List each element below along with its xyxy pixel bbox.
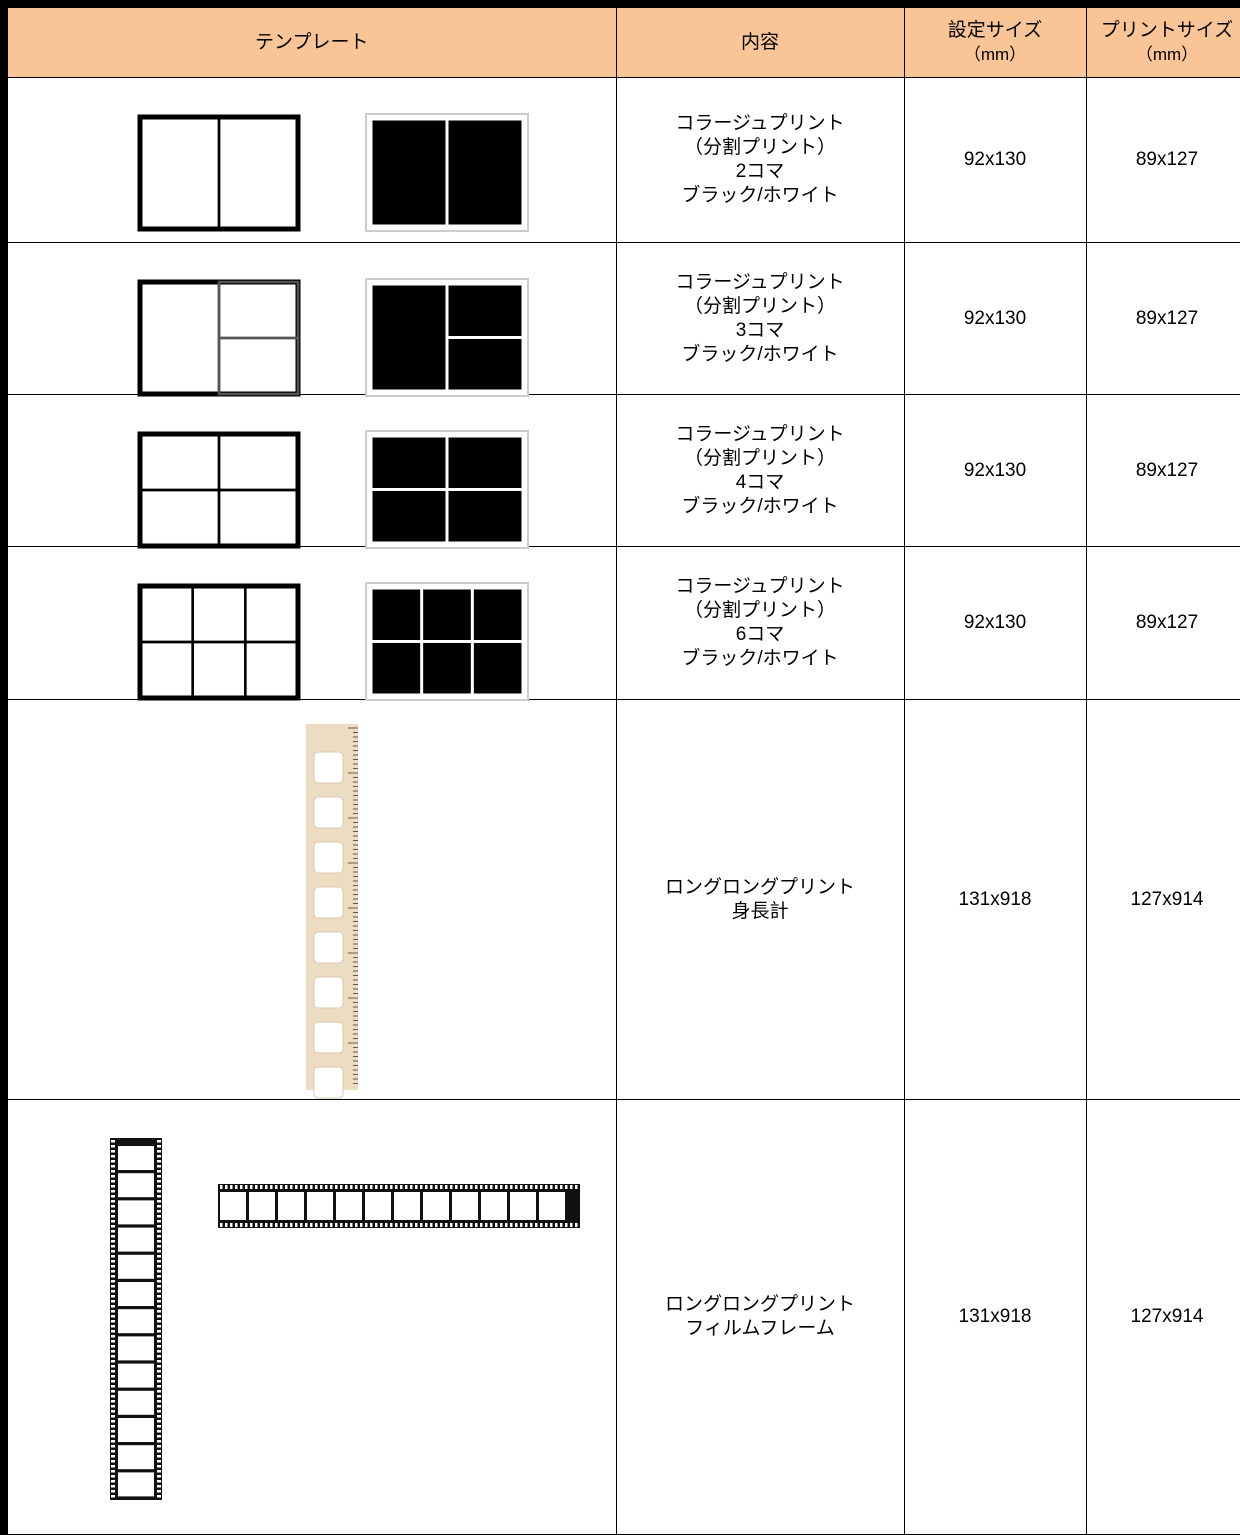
content-line: ブラック/ホワイト bbox=[681, 495, 839, 517]
template-cell bbox=[3, 699, 617, 1100]
header-text: 内容 bbox=[740, 31, 779, 53]
table-row: ロングロングプリント 身長計 131x918 127x914 bbox=[3, 699, 1240, 1100]
header-cell: プリントサイズ （mm） bbox=[1085, 3, 1240, 78]
header-unit: （mm） bbox=[963, 44, 1027, 64]
template-cell bbox=[3, 1099, 617, 1535]
content-cell: ロングロングプリント フィルムフレーム bbox=[615, 1099, 905, 1535]
print-size: 127x914 bbox=[1085, 1099, 1240, 1535]
template-cell bbox=[3, 242, 617, 395]
set-size: 92x130 bbox=[903, 546, 1087, 700]
content-line: フィルムフレーム bbox=[685, 1318, 835, 1339]
template-cell bbox=[3, 394, 617, 547]
table-row: コラージュプリント （分割プリント） 3コマ ブラック/ホワイト 92x130 89x12… bbox=[3, 242, 1240, 395]
content-line: （分割プリント） bbox=[683, 137, 836, 158]
content-line: コラージュプリント bbox=[675, 113, 845, 134]
header-text: 設定サイズ bbox=[947, 19, 1043, 41]
content-line: 身長計 bbox=[731, 900, 789, 922]
set-size: 92x130 bbox=[903, 394, 1087, 547]
content-cell: コラージュプリント （分割プリント） 3コマ ブラック/ホワイト bbox=[615, 242, 905, 395]
table-row: コラージュプリント （分割プリント） 6コマブラック/ホワイト 92x130 89x12… bbox=[3, 546, 1240, 700]
header-unit: （mm） bbox=[1135, 44, 1199, 64]
print-size: 89x127 bbox=[1085, 77, 1240, 243]
table-row: コラージュプリント （分割プリント） 2コマブラック/ホワイト 92x130 89x12… bbox=[3, 77, 1240, 243]
content-line: ブラック/ホワイト bbox=[681, 185, 839, 206]
content-line: 6コマ bbox=[735, 624, 785, 645]
set-size: 92x130 bbox=[903, 242, 1087, 395]
content-line: コラージュプリント bbox=[675, 271, 845, 293]
content-line: コラージュプリント bbox=[675, 423, 845, 445]
content-line: コラージュプリント bbox=[675, 576, 845, 597]
set-size: 131x918 bbox=[903, 1099, 1087, 1535]
content-line: 3コマ bbox=[735, 319, 785, 341]
template-cell bbox=[3, 546, 617, 700]
print-size: 89x127 bbox=[1085, 394, 1240, 547]
print-size: 127x914 bbox=[1085, 699, 1240, 1100]
content-line: ブラック/ホワイト bbox=[681, 648, 839, 669]
content-line: 2コマ bbox=[735, 161, 785, 182]
content-cell: コラージュプリント （分割プリント） 4コマ ブラック/ホワイト bbox=[615, 394, 905, 547]
template-cell bbox=[3, 77, 617, 243]
print-size: 89x127 bbox=[1085, 242, 1240, 395]
content-line: ロングロングプリント bbox=[664, 1294, 855, 1315]
content-line: 4コマ bbox=[735, 471, 785, 493]
header-cell: 設定サイズ （mm） bbox=[903, 3, 1087, 78]
header-row: テンプレート 内容 設定サイズ （mm） プリントサイズ （mm） bbox=[3, 3, 1240, 78]
set-size: 92x130 bbox=[903, 77, 1087, 243]
header-cell: テンプレート bbox=[3, 3, 617, 78]
header-text: テンプレート bbox=[255, 31, 369, 53]
header-cell: 内容 bbox=[615, 3, 905, 78]
table-row: コラージュプリント （分割プリント） 4コマ ブラック/ホワイト 92x130 89x12… bbox=[3, 394, 1240, 547]
content-cell: コラージュプリント （分割プリント） 6コマブラック/ホワイト bbox=[615, 546, 905, 700]
header-text: プリントサイズ bbox=[1100, 19, 1234, 41]
content-line: （分割プリント） bbox=[683, 600, 836, 621]
content-cell: ロングロングプリント 身長計 bbox=[615, 699, 905, 1100]
content-cell: コラージュプリント （分割プリント） 2コマブラック/ホワイト bbox=[615, 77, 905, 243]
print-size: 89x127 bbox=[1085, 546, 1240, 700]
content-line: ブラック/ホワイト bbox=[681, 343, 839, 365]
table-row: ロングロングプリント フィルムフレーム 131x918 127x914 bbox=[3, 1099, 1240, 1535]
content-line: ロングロングプリント bbox=[664, 876, 855, 898]
content-line: （分割プリント） bbox=[683, 447, 836, 469]
set-size: 131x918 bbox=[903, 699, 1087, 1100]
content-line: （分割プリント） bbox=[683, 295, 836, 317]
